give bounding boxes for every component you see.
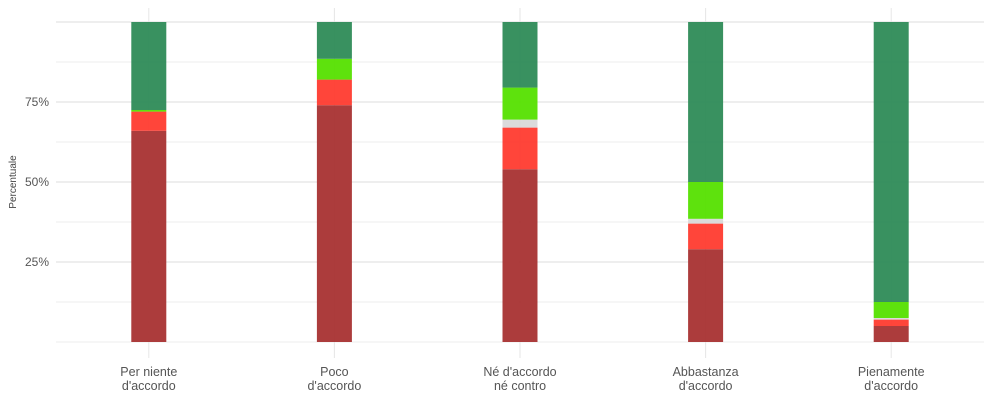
- bar-segment: [131, 22, 167, 110]
- bar-segment: [688, 182, 724, 219]
- bar-segment: [688, 223, 724, 250]
- bar-segment: [502, 119, 538, 128]
- x-tick-label: Poco d'accordo: [307, 365, 361, 393]
- y-tick-label: 75%: [25, 95, 49, 109]
- y-tick-label: 50%: [25, 175, 49, 189]
- bar-segment: [316, 58, 352, 80]
- x-tick-label: Pienamente d'accordo: [858, 365, 925, 393]
- bar-segment: [316, 79, 352, 106]
- x-tick-label: Né d'accordo né contro: [483, 365, 556, 393]
- bar-segment: [502, 127, 538, 170]
- x-tick-label: Per niente d'accordo: [120, 365, 177, 393]
- bar-segment: [688, 249, 724, 342]
- labels-layer: 25% 50% 75% Per niente d'accordo Poco d'accord…: [25, 95, 925, 393]
- bar-segment: [316, 22, 352, 59]
- bar-segment: [873, 319, 909, 326]
- y-tick-label: 25%: [25, 255, 49, 269]
- bar-segment: [131, 130, 167, 342]
- bar-segment: [502, 87, 538, 120]
- bars-layer: [131, 22, 909, 342]
- bar-segment: [873, 22, 909, 302]
- bar-segment: [688, 218, 724, 224]
- bar-segment: [131, 110, 167, 112]
- bar-segment: [873, 326, 909, 342]
- bar-segment: [502, 22, 538, 88]
- bar-segment: [688, 22, 724, 182]
- x-tick-label: Abbastanza d'accordo: [673, 365, 739, 393]
- bar-segment: [502, 169, 538, 342]
- bar-segment: [873, 318, 909, 320]
- bar-segment: [316, 105, 352, 342]
- bar-segment: [131, 111, 167, 131]
- y-axis-label: Percentuale: [8, 155, 19, 209]
- bar-segment: [873, 302, 909, 318]
